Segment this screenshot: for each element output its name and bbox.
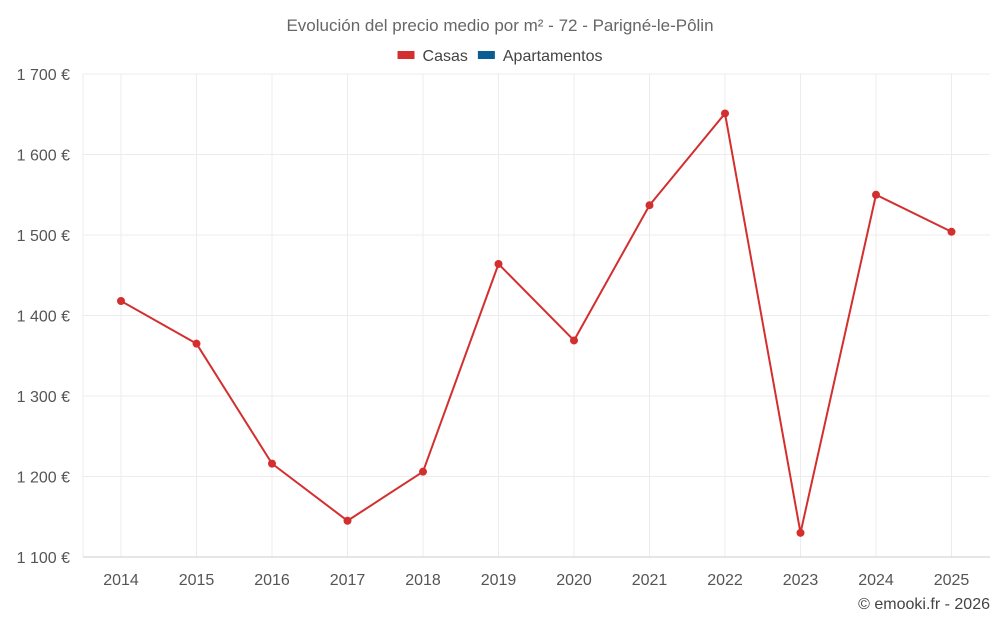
legend-label-apartamentos: Apartamentos [503,48,603,65]
data-point-casas[interactable] [796,528,805,537]
chart-title: Evolución del precio medio por m² - 72 -… [286,16,713,35]
data-point-casas[interactable] [872,190,880,199]
data-point-casas[interactable] [721,109,729,118]
x-tick-label: 2022 [707,572,743,589]
legend-swatch-apartamentos[interactable] [477,51,495,59]
data-point-casas[interactable] [268,459,276,468]
y-tick-label: 1 100 € [17,550,70,567]
grid [82,73,990,557]
data-point-casas[interactable] [343,516,352,525]
x-tick-label: 2023 [783,572,819,589]
series-line-casas [120,112,952,534]
y-axis: 1 100 € 1 200 € 1 300 € 1 400 € 1 500 € 1 600… [17,67,70,567]
legend-swatch-casas[interactable] [397,51,415,59]
x-axis: 2014 2015 2016 2017 2018 2019 2020 2021 2022 2023… [83,556,990,589]
x-tick-label: 2014 [103,572,139,589]
data-point-casas[interactable] [570,336,578,345]
data-point-casas[interactable] [419,467,427,476]
x-tick-label: 2018 [405,572,441,589]
y-tick-label: 1 400 € [17,309,70,326]
data-point-casas[interactable] [192,339,201,348]
y-tick-label: 1 600 € [17,148,70,165]
x-tick-label: 2017 [330,572,366,589]
y-tick-label: 1 300 € [17,389,70,406]
legend-label-casas: Casas [423,48,468,65]
data-point-casas[interactable] [645,201,654,210]
x-tick-label: 2016 [254,572,290,589]
data-point-casas[interactable] [117,297,125,306]
data-point-casas[interactable] [947,227,956,236]
x-tick-label: 2021 [632,572,668,589]
x-tick-label: 2015 [179,572,215,589]
x-tick-label: 2024 [858,572,894,589]
y-tick-label: 1 500 € [17,228,70,245]
y-tick-label: 1 700 € [17,67,70,84]
x-tick-label: 2025 [934,572,970,589]
series-layer [117,109,956,537]
data-point-casas[interactable] [494,259,503,268]
legend: Casas Apartamentos [397,48,603,65]
credit-text: © emooki.fr - 2026 [858,596,990,613]
y-tick-label: 1 200 € [17,470,70,487]
x-tick-label: 2019 [481,572,517,589]
x-tick-label: 2020 [556,572,592,589]
